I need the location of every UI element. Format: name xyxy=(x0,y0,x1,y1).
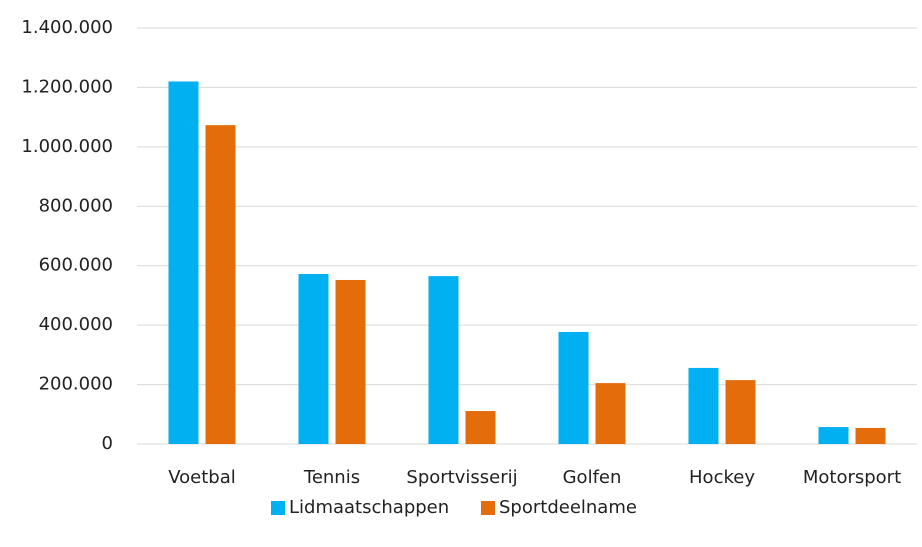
bar xyxy=(168,81,199,444)
y-tick-label: 400.000 xyxy=(39,314,113,335)
bar xyxy=(205,125,236,444)
x-tick-label: Hockey xyxy=(689,467,755,488)
bar xyxy=(688,367,719,444)
y-tick-label: 1.200.000 xyxy=(21,76,113,97)
bar xyxy=(725,380,756,444)
x-tick-label: Sportvisserij xyxy=(406,467,517,488)
y-tick-label: 600.000 xyxy=(39,255,113,276)
bar xyxy=(818,427,849,444)
x-tick-label: Golfen xyxy=(563,467,622,488)
x-tick-label: Voetbal xyxy=(168,467,236,488)
y-tick-label: 800.000 xyxy=(39,195,113,216)
bar xyxy=(298,274,329,444)
x-tick-label: Motorsport xyxy=(803,467,901,488)
legend-swatch xyxy=(481,501,495,515)
bar xyxy=(335,279,366,444)
y-tick-label: 0 xyxy=(102,433,113,454)
y-tick-label: 1.000.000 xyxy=(21,136,113,157)
bar xyxy=(558,331,589,444)
bar xyxy=(855,427,886,444)
legend-label: Lidmaatschappen xyxy=(289,497,449,518)
bar xyxy=(595,383,626,444)
x-tick-label: Tennis xyxy=(303,467,360,488)
y-tick-label: 1.400.000 xyxy=(21,17,113,38)
y-tick-label: 200.000 xyxy=(39,374,113,395)
bar xyxy=(428,276,459,444)
bar xyxy=(465,411,496,444)
legend-swatch xyxy=(271,501,285,515)
legend-label: Sportdeelname xyxy=(499,497,637,518)
